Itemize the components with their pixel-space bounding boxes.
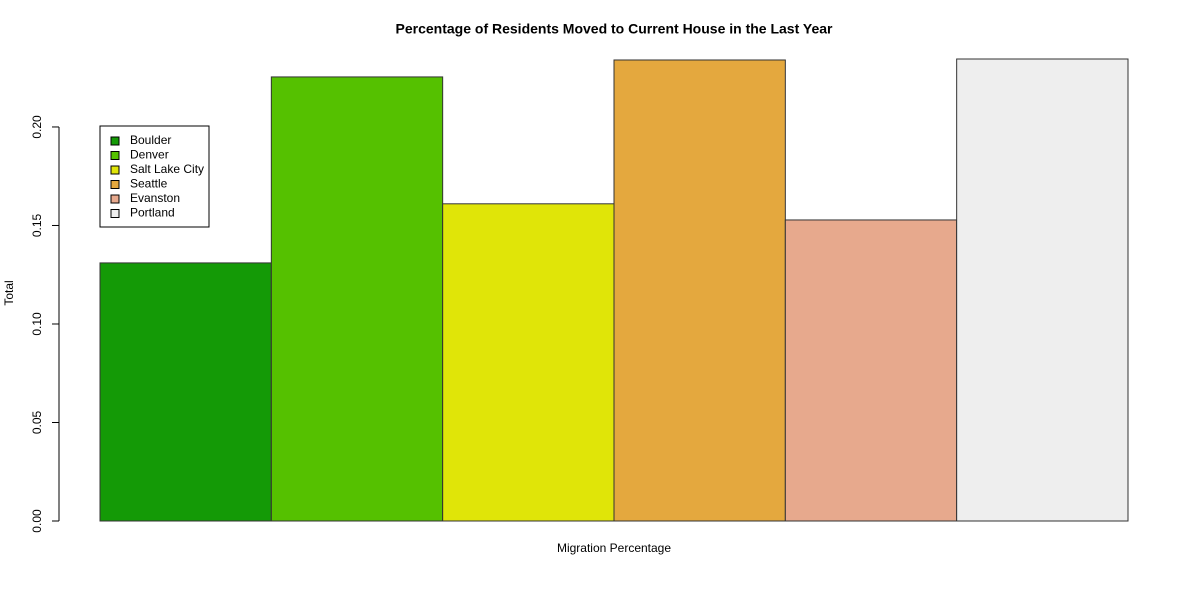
y-axis-label: Total xyxy=(2,280,16,305)
legend-label: Evanston xyxy=(130,191,180,205)
bar xyxy=(784,219,958,522)
y-tick-label: 0.15 xyxy=(30,213,44,237)
legend-label: Salt Lake City xyxy=(130,162,204,176)
y-tick-label: 0.10 xyxy=(30,312,44,336)
legend-swatch xyxy=(110,180,120,189)
y-tick-label: 0.00 xyxy=(30,509,44,533)
legend-swatch xyxy=(110,194,120,204)
legend-label: Denver xyxy=(130,148,169,162)
legend-swatch xyxy=(110,151,120,160)
y-tick-label: 0.05 xyxy=(30,410,44,434)
legend-label: Seattle xyxy=(130,177,168,191)
bar xyxy=(956,58,1129,522)
y-tick-label: 0.20 xyxy=(30,115,44,139)
legend-swatch xyxy=(110,165,120,175)
chart-title: Percentage of Residents Moved to Current… xyxy=(396,21,834,37)
legend-swatch xyxy=(110,209,120,218)
legend-label: Portland xyxy=(130,206,175,220)
x-axis-label: Migration Percentage xyxy=(557,541,671,555)
bar xyxy=(613,59,786,522)
bar xyxy=(270,76,444,522)
legend-label: Boulder xyxy=(130,133,171,147)
bar xyxy=(442,203,615,522)
legend-swatch xyxy=(110,136,120,146)
bar xyxy=(99,262,272,522)
